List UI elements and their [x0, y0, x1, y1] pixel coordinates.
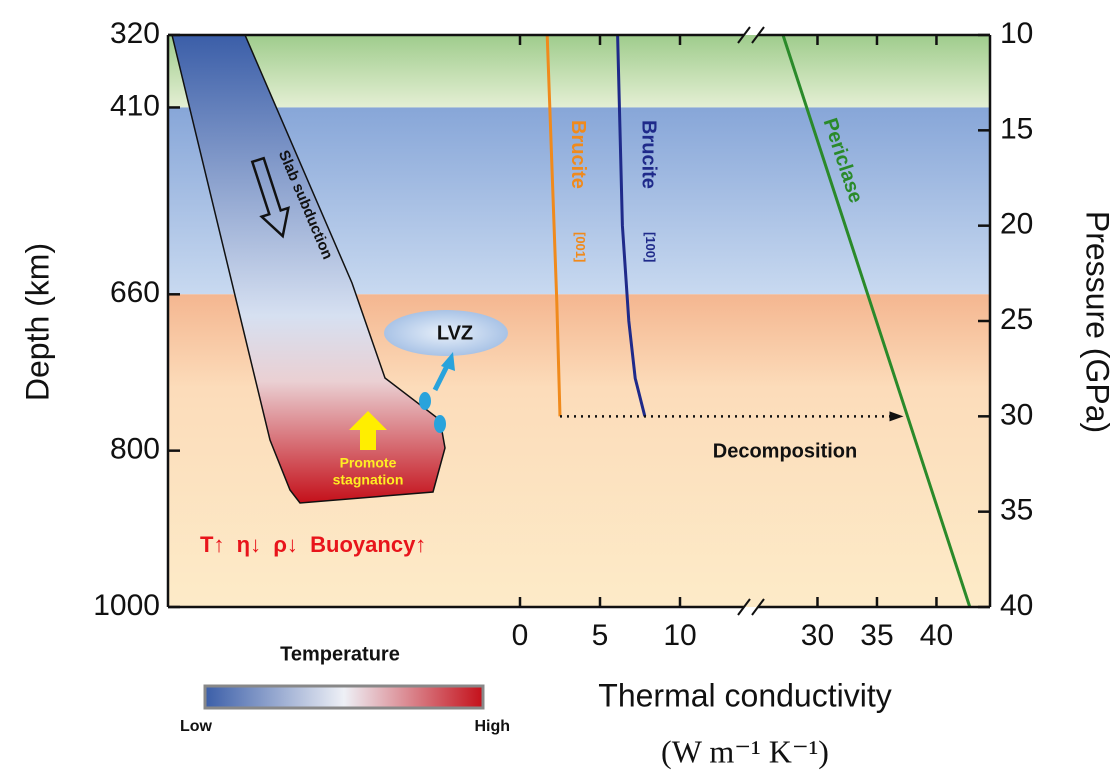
- y2-tick-label: 35: [1000, 494, 1033, 527]
- fluid-droplet: [419, 392, 431, 410]
- y-tick-label: 800: [110, 433, 160, 466]
- colorbar: [205, 686, 483, 708]
- series-label-sub: [001]: [573, 232, 588, 262]
- series-label: Brucite: [637, 120, 659, 189]
- fluid-droplet: [434, 415, 446, 433]
- y2-tick-label: 30: [1000, 398, 1033, 431]
- page: {"chart_data": { "type": "line", "x_labe…: [0, 0, 1120, 784]
- y2-tick-label: 10: [1000, 17, 1033, 50]
- x-axis-unit: (W m⁻¹ K⁻¹): [661, 733, 829, 769]
- y2-axis-label: Pressure (GPa): [1080, 211, 1116, 433]
- y-tick-label: 1000: [93, 589, 160, 622]
- y2-tick-label: 25: [1000, 303, 1033, 336]
- stagnation-label: Promote: [340, 455, 397, 471]
- stagnation-label: stagnation: [333, 472, 404, 488]
- series-label-sub: [100]: [643, 232, 658, 262]
- x-tick-label: 5: [592, 619, 609, 652]
- colorbar-title: Temperature: [280, 643, 400, 665]
- y-tick-label: 410: [110, 89, 160, 122]
- x-tick-label: 0: [512, 619, 529, 652]
- lvz-label: LVZ: [437, 322, 473, 344]
- decomposition-label: Decomposition: [713, 440, 857, 462]
- chart: Slab subduction Promote stagnation LVZ T…: [0, 0, 1120, 784]
- depth-band: [168, 35, 990, 107]
- x-tick-label: 30: [801, 619, 834, 652]
- colorbar-high: High: [474, 718, 510, 735]
- x-tick-label: 10: [663, 619, 696, 652]
- y-axis-label: Depth (km): [19, 243, 55, 401]
- y-tick-label: 660: [110, 276, 160, 309]
- x-axis-label: Thermal conductivity: [598, 677, 891, 713]
- y2-tick-label: 15: [1000, 112, 1033, 145]
- y-tick-label: 320: [110, 17, 160, 50]
- y2-tick-label: 20: [1000, 208, 1033, 241]
- colorbar-low: Low: [180, 718, 213, 735]
- series-label: Brucite: [567, 120, 589, 189]
- x-tick-label: 35: [860, 619, 893, 652]
- effects-label: T↑ η↓ ρ↓ Buoyancy↑: [200, 532, 426, 557]
- y2-tick-label: 40: [1000, 589, 1033, 622]
- x-tick-label: 40: [920, 619, 953, 652]
